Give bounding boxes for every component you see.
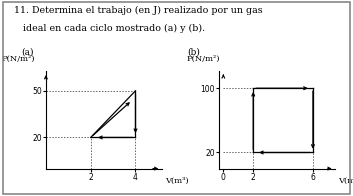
Text: (a): (a) bbox=[21, 47, 34, 56]
Text: P(N/m²): P(N/m²) bbox=[2, 55, 35, 63]
Text: (b): (b) bbox=[187, 47, 200, 56]
Text: 11. Determina el trabajo (en J) realizado por un gas: 11. Determina el trabajo (en J) realizad… bbox=[14, 6, 263, 15]
Text: P(N/m²): P(N/m²) bbox=[186, 55, 220, 63]
Text: ideal en cada ciclo mostrado (a) y (b).: ideal en cada ciclo mostrado (a) y (b). bbox=[14, 24, 205, 33]
Text: V(m³): V(m³) bbox=[165, 176, 189, 184]
Text: V(m³): V(m³) bbox=[338, 176, 353, 184]
